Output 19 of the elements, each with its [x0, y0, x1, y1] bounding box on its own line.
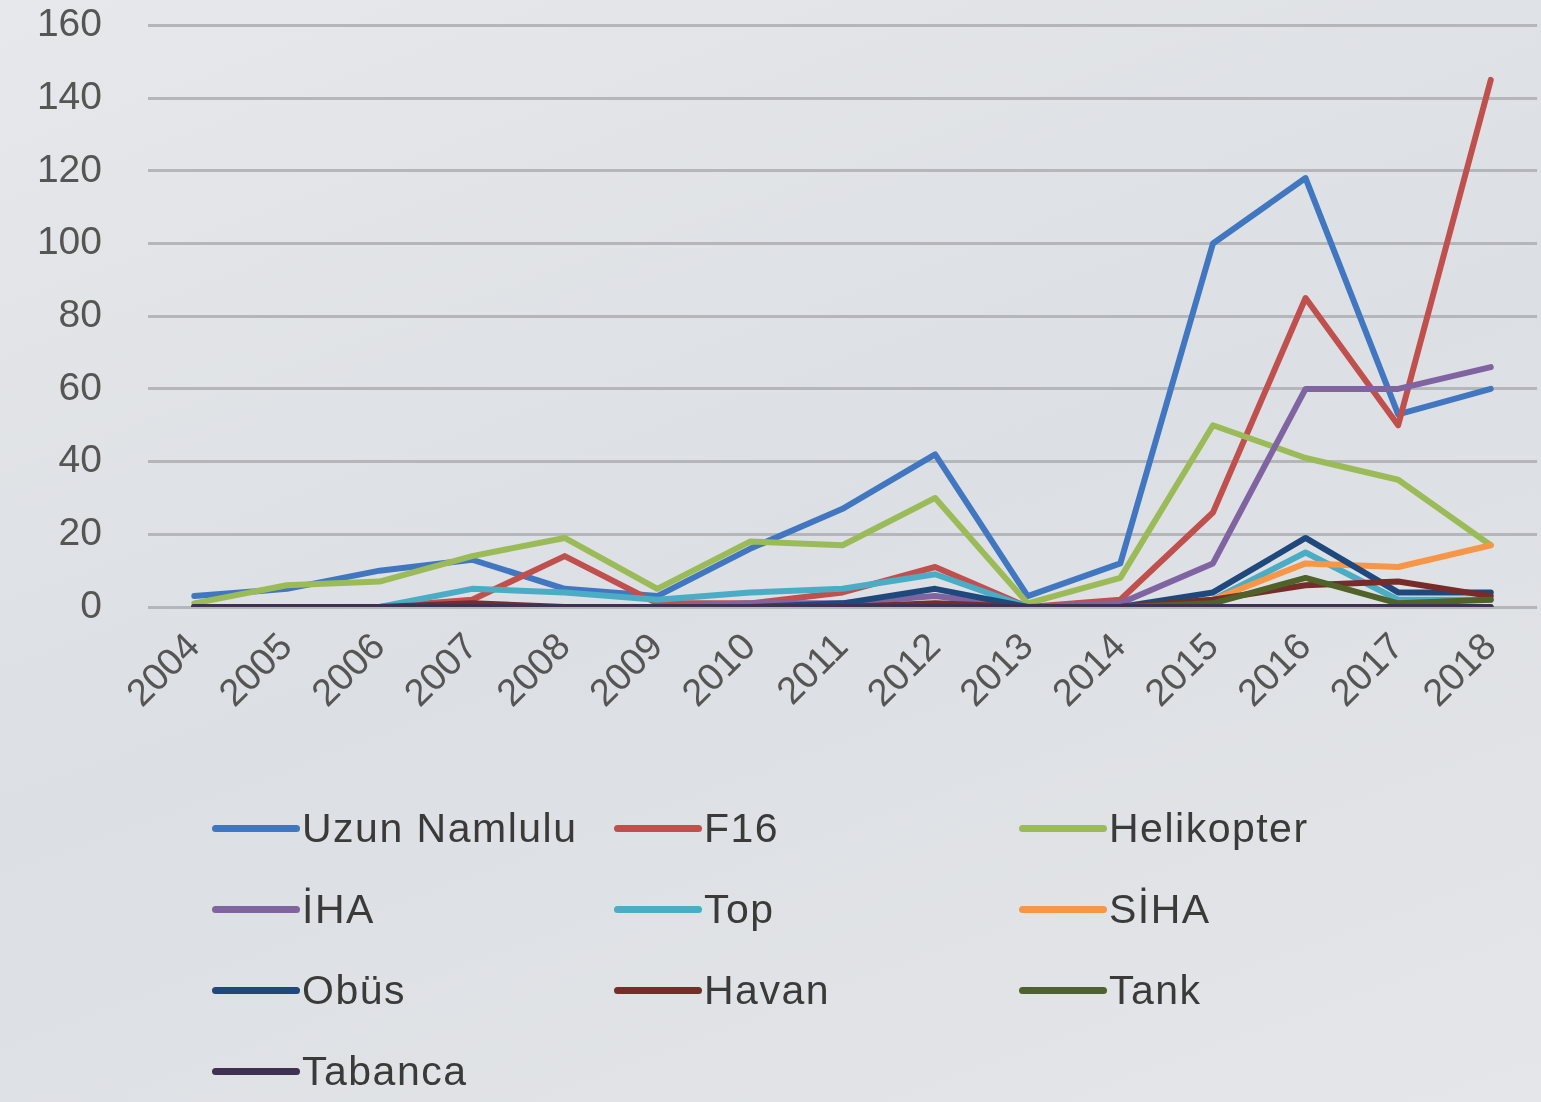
legend-label: Tank: [1109, 967, 1202, 1014]
legend-label: SİHA: [1109, 886, 1211, 933]
y-tick-label: 160: [36, 1, 102, 45]
y-tick-label: 120: [36, 146, 102, 190]
legend-label: İHA: [302, 886, 375, 933]
y-tick-label: 100: [36, 219, 102, 263]
legend-label: Top: [704, 886, 775, 933]
legend-label: Obüs: [302, 967, 406, 1014]
legend-label: Tabanca: [302, 1048, 468, 1095]
legend-label: Helikopter: [1109, 805, 1309, 852]
legend-label: Uzun Namlulu: [302, 805, 578, 852]
legend-label: Havan: [704, 967, 831, 1014]
y-tick-label: 40: [58, 437, 102, 481]
y-tick-label: 140: [36, 73, 102, 117]
y-tick-label: 60: [58, 364, 102, 408]
legend-label: F16: [704, 805, 780, 852]
y-tick-label: 20: [58, 510, 102, 554]
y-tick-label: 80: [58, 291, 102, 335]
y-tick-label: 0: [80, 582, 102, 626]
